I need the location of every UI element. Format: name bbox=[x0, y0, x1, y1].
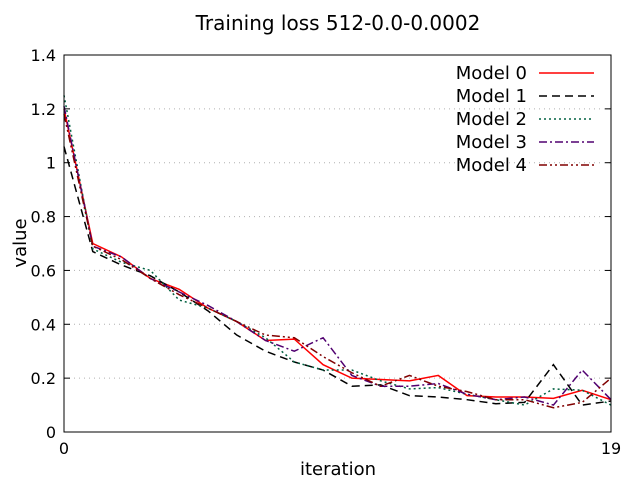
x-tick-label: 0 bbox=[59, 439, 69, 458]
legend-label-model-3: Model 3 bbox=[456, 132, 527, 153]
series-line-model-4 bbox=[63, 114, 612, 409]
x-axis-label: iteration bbox=[300, 459, 376, 480]
y-tick-label: 0.6 bbox=[31, 261, 56, 280]
series-line-model-1 bbox=[63, 146, 612, 406]
chart-title: Training loss 512-0.0-0.0002 bbox=[195, 11, 481, 35]
y-tick-label: 0.2 bbox=[31, 369, 56, 388]
legend-label-model-2: Model 2 bbox=[456, 109, 527, 130]
y-tick-label: 0 bbox=[46, 423, 56, 442]
grid bbox=[64, 108, 611, 379]
y-tick-label: 1.4 bbox=[31, 46, 56, 65]
legend-label-model-0: Model 0 bbox=[456, 63, 527, 84]
series-lines bbox=[63, 95, 612, 409]
y-tick-label: 1 bbox=[46, 154, 56, 173]
plot-frame bbox=[63, 54, 612, 433]
x-tick-label: 19 bbox=[601, 439, 621, 458]
y-tick-label: 0.4 bbox=[31, 315, 56, 334]
series-line-model-0 bbox=[63, 108, 612, 401]
axis-ticks: 0 0.2 0.4 0.6 0.8 1 1.2 1.4 0 19 bbox=[31, 46, 622, 458]
series-line-model-3 bbox=[63, 106, 612, 406]
legend-label-model-1: Model 1 bbox=[456, 86, 527, 107]
legend-label-model-4: Model 4 bbox=[456, 155, 527, 176]
y-tick-label: 0.8 bbox=[31, 208, 56, 227]
y-axis-label: value bbox=[10, 218, 31, 267]
y-tick-label: 1.2 bbox=[31, 100, 56, 119]
series-line-model-2 bbox=[63, 95, 612, 406]
